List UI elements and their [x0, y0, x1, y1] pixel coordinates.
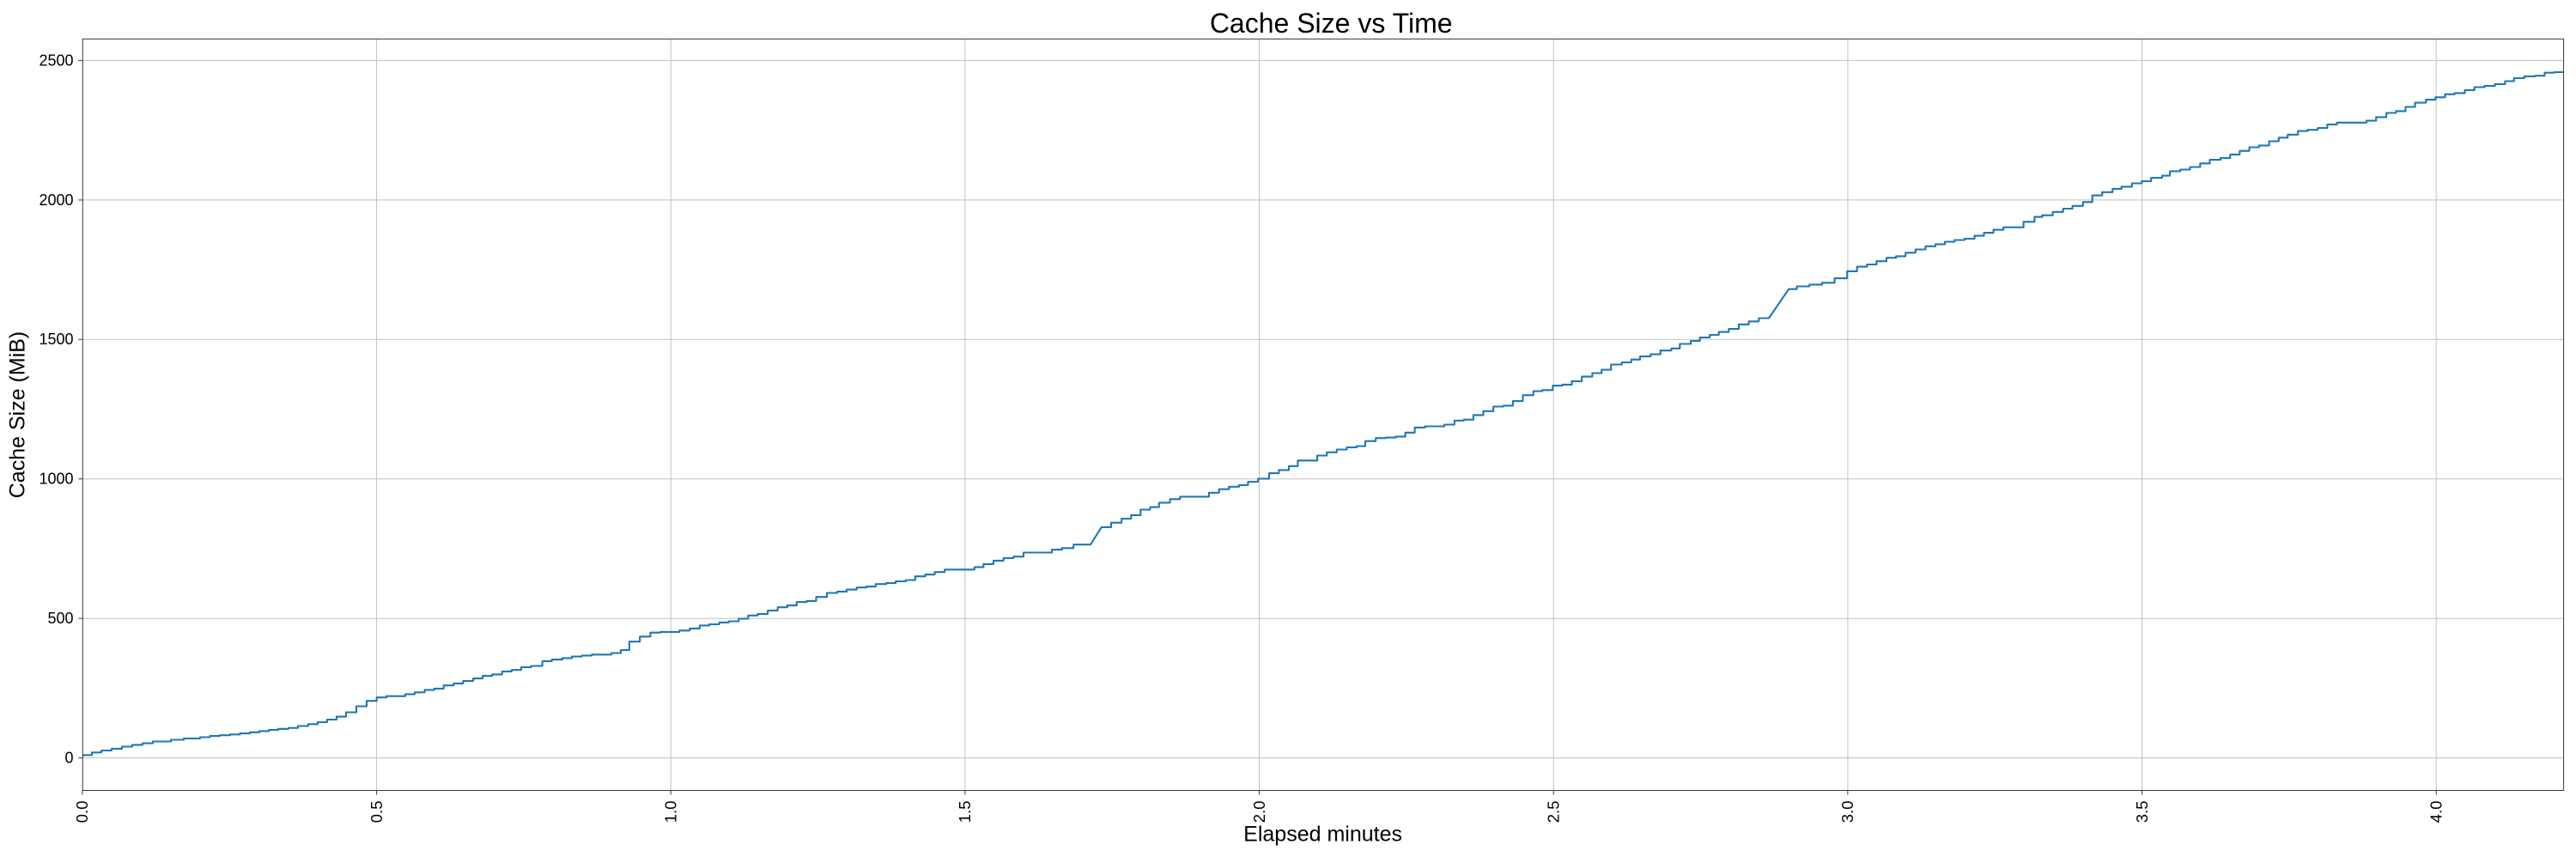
svg-text:1500: 1500: [39, 331, 73, 348]
svg-text:2.5: 2.5: [1545, 801, 1563, 823]
svg-text:3.5: 3.5: [2133, 801, 2151, 823]
svg-text:0: 0: [64, 750, 73, 767]
svg-text:Cache Size (MiB): Cache Size (MiB): [5, 331, 29, 499]
svg-text:1.5: 1.5: [956, 801, 974, 823]
svg-text:500: 500: [47, 610, 73, 627]
svg-text:2000: 2000: [39, 191, 73, 209]
svg-text:1000: 1000: [39, 471, 73, 488]
svg-text:3.0: 3.0: [1838, 801, 1856, 823]
svg-text:4.0: 4.0: [2427, 801, 2445, 823]
svg-text:0.5: 0.5: [368, 801, 386, 823]
svg-text:2500: 2500: [39, 52, 73, 69]
svg-text:Cache Size vs Time: Cache Size vs Time: [1210, 8, 1453, 39]
svg-text:0.0: 0.0: [73, 801, 91, 823]
svg-text:2.0: 2.0: [1250, 801, 1268, 823]
svg-text:1.0: 1.0: [662, 801, 680, 823]
svg-text:Elapsed minutes: Elapsed minutes: [1243, 823, 1402, 847]
